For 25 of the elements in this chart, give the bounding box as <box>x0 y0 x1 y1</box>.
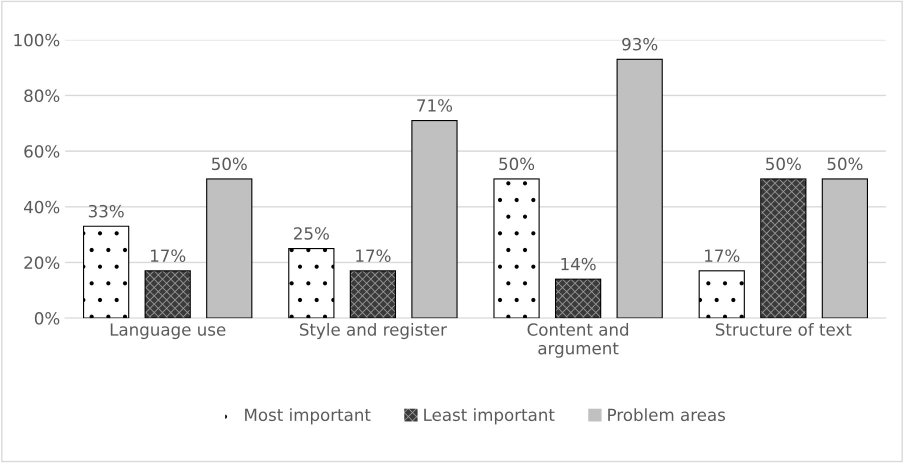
x-tick-label: Content and argument <box>528 322 628 358</box>
y-tick-label: 60% <box>24 145 60 158</box>
legend-label: Problem areas <box>608 408 726 422</box>
data-label: 17% <box>705 249 740 262</box>
data-label: 50% <box>212 158 247 170</box>
x-tick-label: Language use <box>110 323 226 340</box>
data-label: 50% <box>828 158 862 170</box>
y-tick-label: 40% <box>24 200 60 214</box>
y-tick-label: 20% <box>24 256 60 269</box>
legend-label: Least important <box>424 408 555 424</box>
data-label: 33% <box>88 204 124 218</box>
y-tick-label: 100% <box>14 34 60 46</box>
data-label: 25% <box>294 227 329 240</box>
x-tick-label: Structure of text <box>716 322 852 336</box>
data-label: 50% <box>499 158 534 170</box>
data-label: 71% <box>417 99 452 112</box>
y-tick-label: 0% <box>34 312 60 325</box>
x-tick-label: Style and register <box>300 322 447 340</box>
data-label: 14% <box>561 258 596 270</box>
y-tick-label: 80% <box>24 89 60 102</box>
data-label: 93% <box>622 38 658 51</box>
legend-label: Most important <box>245 408 371 424</box>
data-label: 17% <box>151 249 186 262</box>
data-label: 17% <box>356 249 390 262</box>
data-label: 50% <box>766 158 801 170</box>
